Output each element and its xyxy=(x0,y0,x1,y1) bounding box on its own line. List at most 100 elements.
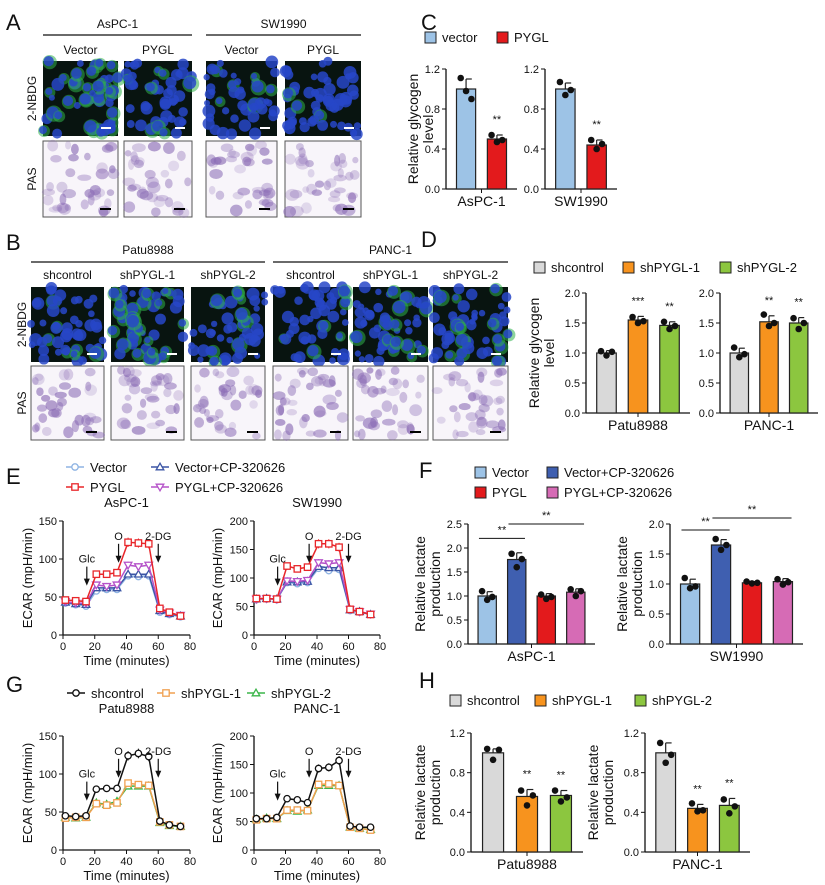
cell-nucleus xyxy=(319,320,329,330)
cell xyxy=(416,374,425,383)
cell xyxy=(468,421,479,433)
data-point xyxy=(608,348,616,356)
annotation-label: O xyxy=(114,531,123,543)
marker-triangle-down xyxy=(123,561,134,571)
cell-nucleus xyxy=(310,100,321,111)
cell-nucleus xyxy=(163,88,173,99)
cell-nucleus xyxy=(27,320,35,328)
cell xyxy=(32,424,40,433)
bar xyxy=(477,595,497,645)
cell xyxy=(493,397,503,406)
cell xyxy=(47,139,59,152)
cell-nucleus xyxy=(364,353,374,363)
marker-triangle-down xyxy=(143,561,154,571)
cell xyxy=(226,366,240,378)
x-axis-label: PANC-1 xyxy=(744,417,795,433)
cell-nucleus xyxy=(404,319,412,327)
arrow-head-icon xyxy=(274,793,281,801)
data-point xyxy=(489,593,496,601)
y-tick-label: 0.0 xyxy=(425,184,440,196)
cell-nucleus xyxy=(487,318,497,328)
cell xyxy=(145,176,159,189)
cell xyxy=(127,184,137,192)
significance-label: ** xyxy=(794,297,803,309)
x-axis-label: Time (minutes) xyxy=(274,868,360,883)
cell-nucleus xyxy=(373,302,384,313)
cell-nucleus xyxy=(318,281,331,294)
cell xyxy=(245,143,255,152)
pas-stain-image xyxy=(272,365,349,441)
cell-nucleus xyxy=(307,117,317,127)
marker-circle xyxy=(262,814,271,823)
y-tick-label: 200 xyxy=(230,731,248,743)
subplot-F-0: 0.0 0.5 1.0 1.5 2.0 2.5 Relative lactateproduc… xyxy=(412,510,595,664)
cell-nucleus xyxy=(237,86,245,94)
cell xyxy=(359,374,367,386)
cell xyxy=(392,404,399,416)
data-point xyxy=(462,87,470,95)
legend-swatch xyxy=(546,466,559,479)
cell xyxy=(489,379,504,387)
cell xyxy=(392,378,403,390)
cell-nucleus xyxy=(98,336,107,345)
cell-nucleus xyxy=(46,304,60,317)
cell xyxy=(415,391,422,399)
y-axis-label-line: Relative glycogen xyxy=(405,74,421,185)
cell-nucleus xyxy=(178,319,187,327)
cell xyxy=(448,377,456,387)
y-axis-label-line: Relative lactate xyxy=(412,536,428,632)
data-point xyxy=(513,563,521,571)
marker-square xyxy=(92,570,101,579)
y-tick-label: 100 xyxy=(39,554,57,566)
marker-square xyxy=(162,689,170,697)
y-tick-label: 0.0 xyxy=(699,408,714,420)
cell-nucleus xyxy=(323,83,336,96)
cell xyxy=(136,188,149,199)
data-point xyxy=(681,574,689,582)
cell xyxy=(36,404,48,412)
x-tick-label: 20 xyxy=(279,641,291,653)
y-axis-label-line: production xyxy=(427,551,443,616)
x-tick-label: 20 xyxy=(89,856,101,868)
cell-nucleus xyxy=(455,333,468,346)
legend-swatch xyxy=(622,261,635,274)
cell-nucleus xyxy=(73,101,81,109)
cell xyxy=(336,412,349,423)
cell-nucleus xyxy=(253,305,260,312)
cell xyxy=(285,188,300,201)
y-tick-label: 1.5 xyxy=(649,549,664,561)
cell xyxy=(38,413,48,423)
cell xyxy=(323,180,332,191)
marker-circle xyxy=(144,752,153,761)
cell xyxy=(338,159,348,169)
cell xyxy=(130,155,140,166)
cell xyxy=(388,377,399,386)
cell xyxy=(234,164,246,174)
data-point xyxy=(656,739,664,747)
marker-square xyxy=(314,539,323,548)
column-label: shPYGL-1 xyxy=(363,268,419,282)
cell-nucleus xyxy=(38,353,50,365)
marker-triangle-down xyxy=(155,483,165,493)
arrow-head-icon xyxy=(345,555,352,563)
cell xyxy=(237,187,251,196)
subplot-E-1: 0 50 100 150 200 SW1990 0 20 40 60 80 Time (minutes… xyxy=(210,495,386,668)
cell xyxy=(345,171,354,181)
cell xyxy=(84,189,95,198)
cell xyxy=(93,187,106,198)
marker-triangle-down xyxy=(91,581,102,590)
cell-nucleus xyxy=(105,87,113,95)
y-tick-label: 2.0 xyxy=(649,519,664,531)
significance-label: *** xyxy=(632,295,646,307)
y-tick-label: 0.5 xyxy=(565,378,580,390)
data-point xyxy=(551,787,559,794)
cell xyxy=(307,168,315,178)
cell xyxy=(147,181,161,194)
cell xyxy=(381,400,393,412)
cell-nucleus xyxy=(237,100,248,111)
cell-nucleus xyxy=(140,102,153,115)
cell xyxy=(131,143,146,153)
cell xyxy=(218,384,232,393)
cell xyxy=(163,388,172,398)
